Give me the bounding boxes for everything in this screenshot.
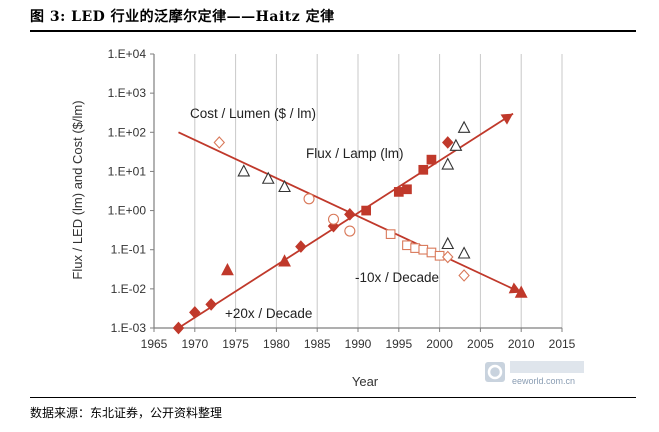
open-diamond-point <box>442 250 454 264</box>
open-triangle-point <box>261 171 275 184</box>
y-tick-label: 1.E+02 <box>108 125 147 139</box>
annotation-plus-20x: +20x / Decade <box>225 306 312 321</box>
x-tick-label: 2015 <box>549 337 576 351</box>
x-tick-label: 2000 <box>426 337 453 351</box>
open-triangle-point <box>237 164 251 177</box>
data-points <box>172 120 528 335</box>
figure-title: 图 3: LED 行业的泛摩尔定律——Haitz 定律 <box>30 9 335 25</box>
x-tick-label: 1985 <box>304 337 331 351</box>
title-rule <box>30 30 636 32</box>
y-tick-label: 1.E+04 <box>108 47 147 61</box>
x-tick-label: 1995 <box>385 337 412 351</box>
y-tick-label: 1.E+01 <box>108 164 147 178</box>
filled-triangle-point <box>514 285 528 298</box>
filled-diamond-point <box>205 298 217 311</box>
axes <box>150 53 563 332</box>
x-tick-label: 1990 <box>345 337 372 351</box>
open-triangle-point <box>441 236 455 250</box>
open-square-point <box>385 229 396 239</box>
y-tick-label: 1.E-03 <box>111 321 147 335</box>
x-tick-label: 1980 <box>263 337 290 351</box>
x-tick-label: 2005 <box>467 337 494 351</box>
open-square-point <box>402 240 412 251</box>
trend-arrowhead <box>508 282 522 294</box>
filled-triangle-point <box>221 262 234 276</box>
trend-arrowhead <box>500 113 514 125</box>
x-tick-label: 1970 <box>181 337 208 351</box>
y-tick-labels: 1.E-03 1.E-02 1.E-01 1.E+00 1.E+01 1.E+02 1.E+… <box>108 47 147 335</box>
filled-diamond-point <box>295 240 307 253</box>
filled-square-point <box>402 184 412 195</box>
open-circle-point <box>303 193 315 205</box>
filled-triangle-point <box>278 254 291 267</box>
source-rule <box>30 397 636 398</box>
annotation-cost-lumen: Cost / Lumen ($ / lm) <box>190 106 316 121</box>
watermark-text: eeworld.com.cn <box>512 376 575 386</box>
x-tick-label: 1965 <box>141 337 168 351</box>
open-triangle-point <box>278 179 291 193</box>
open-circle-point <box>327 213 340 225</box>
filled-diamond-point <box>172 321 185 335</box>
open-square-point <box>434 250 445 261</box>
x-tick-label: 1975 <box>222 337 249 351</box>
x-axis-label: Year <box>352 374 379 389</box>
watermark: eeworld.com.cn <box>485 361 584 386</box>
open-triangle-point <box>441 157 455 170</box>
filled-diamond-point <box>189 306 201 319</box>
open-diamond-point <box>458 269 470 282</box>
filled-square-point <box>418 164 429 175</box>
open-square-point <box>426 247 437 258</box>
open-triangle-point <box>457 246 471 259</box>
x-tick-label: 2010 <box>508 337 535 351</box>
open-square-point <box>418 244 429 255</box>
annotation-minus-10x: -10x / Decade <box>355 270 439 285</box>
y-tick-label: 1.E+03 <box>108 86 147 100</box>
open-square-point <box>410 243 420 253</box>
filled-square-point <box>426 154 437 165</box>
open-triangle-point <box>449 138 463 151</box>
chart: 1965 1970 1975 1980 1985 1990 1995 2000 2005 2010… <box>70 47 576 389</box>
filled-diamond-point <box>344 208 356 221</box>
x-tick-labels: 1965 1970 1975 1980 1985 1990 1995 2000 2005 2010… <box>141 337 576 351</box>
y-tick-label: 1.E+00 <box>108 204 147 218</box>
y-tick-label: 1.E-01 <box>111 243 147 257</box>
annotation-flux-lamp: Flux / Lamp (lm) <box>306 146 404 161</box>
filled-diamond-point <box>442 136 454 149</box>
open-circle-point <box>344 225 356 237</box>
filled-square-point <box>393 187 404 197</box>
open-triangle-point <box>457 120 471 133</box>
open-diamond-point <box>213 136 226 149</box>
filled-square-point <box>361 205 372 216</box>
grid <box>194 54 563 328</box>
y-axis-label: Flux / LED (lm) and Cost ($/lm) <box>70 100 85 279</box>
y-tick-label: 1.E-02 <box>111 282 147 296</box>
source-note: 数据来源：东北证券，公开资料整理 <box>30 406 223 420</box>
